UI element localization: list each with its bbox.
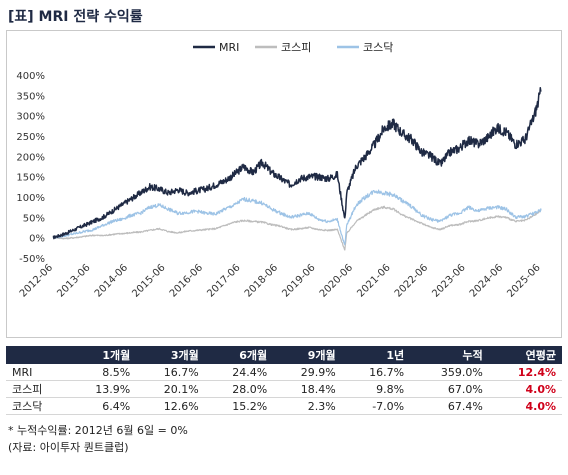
- header-cell: 6개월: [204, 346, 274, 364]
- x-tick-label: 2012-06: [18, 262, 55, 299]
- header-cell: 1년: [341, 346, 411, 364]
- y-tick-label: 300%: [16, 112, 45, 123]
- x-tick-label: 2016-06: [168, 262, 205, 299]
- table-cell-highlight: 4.0%: [488, 397, 562, 415]
- chart-frame: -50% 0% 50% 100% 150% 200% 250% 300% 350% 400% 201…: [6, 30, 562, 338]
- performance-table: 1개월 3개월 6개월 9개월 1년 누적 연평균 MRI 8.5% 16.7%…: [6, 346, 562, 415]
- table-cell: 16.7%: [136, 364, 205, 381]
- table-cell-highlight: 4.0%: [488, 380, 562, 398]
- header-cell: 누적: [410, 346, 489, 364]
- x-tick-label: 2021-06: [355, 262, 392, 299]
- x-tick-label: 2015-06: [130, 262, 167, 299]
- x-tick-label: 2018-06: [243, 262, 280, 299]
- table-cell: 28.0%: [204, 380, 274, 398]
- row-label: 코스닥: [6, 397, 68, 415]
- table-cell: -7.0%: [341, 397, 411, 415]
- legend-label: 코스닥: [363, 41, 393, 54]
- table-cell: 16.7%: [341, 364, 411, 381]
- x-tick-label: 2014-06: [93, 262, 130, 299]
- series-line: [52, 189, 542, 246]
- table-cell: 67.4%: [410, 397, 489, 415]
- x-tick-label: 2025-06: [505, 262, 542, 299]
- table-cell: 12.6%: [136, 397, 205, 415]
- header-cell: 연평균: [488, 346, 562, 364]
- x-tick-label: 2013-06: [55, 262, 92, 299]
- header-cell: 3개월: [136, 346, 205, 364]
- table-row: MRI 8.5% 16.7% 24.4% 29.9% 16.7% 359.0% …: [6, 364, 562, 381]
- y-tick-label: -50%: [19, 254, 45, 265]
- y-tick-label: 100%: [16, 193, 45, 204]
- y-tick-label: 400%: [16, 71, 45, 82]
- table-cell: 8.5%: [67, 364, 137, 381]
- table-cell: 6.4%: [67, 397, 137, 415]
- header-cell: [6, 346, 68, 364]
- line-chart: -50% 0% 50% 100% 150% 200% 250% 300% 350% 400% 201…: [16, 41, 542, 300]
- header-cell: 1개월: [67, 346, 137, 364]
- table-row: 코스닥 6.4% 12.6% 15.2% 2.3% -7.0% 67.4% 4.…: [6, 397, 562, 415]
- y-tick-label: 0%: [29, 234, 45, 245]
- x-tick-label: 2024-06: [468, 262, 505, 299]
- row-label: 코스피: [6, 380, 68, 398]
- x-tick-label: 2022-06: [393, 262, 430, 299]
- y-tick-label: 50%: [23, 213, 45, 224]
- table-header-row: 1개월 3개월 6개월 9개월 1년 누적 연평균: [6, 346, 562, 364]
- y-tick-label: 250%: [16, 132, 45, 143]
- table-cell: 13.9%: [67, 380, 137, 398]
- y-tick-label: 150%: [16, 173, 45, 184]
- legend-label: 코스피: [281, 41, 311, 54]
- y-tick-label: 350%: [16, 91, 45, 102]
- table-cell: 359.0%: [410, 364, 489, 381]
- table-cell: 18.4%: [273, 380, 342, 398]
- source-note: (자료: 아이투자 퀀트클럽): [8, 441, 129, 454]
- page-title: [표] MRI 전략 수익률: [8, 9, 143, 25]
- legend-label: MRI: [219, 41, 239, 54]
- series-line: [52, 205, 542, 251]
- table-cell: 15.2%: [204, 397, 274, 415]
- cumulative-note: * 누적수익률: 2012년 6월 6일 = 0%: [8, 424, 188, 437]
- x-tick-label: 2020-06: [318, 262, 355, 299]
- row-label: MRI: [6, 364, 68, 381]
- y-tick-label: 200%: [16, 152, 45, 163]
- table-row: 코스피 13.9% 20.1% 28.0% 18.4% 9.8% 67.0% 4…: [6, 380, 562, 398]
- table-cell-highlight: 12.4%: [488, 364, 562, 381]
- series-line: [52, 86, 542, 240]
- table-cell: 20.1%: [136, 380, 205, 398]
- table-cell: 29.9%: [273, 364, 342, 381]
- x-tick-label: 2023-06: [430, 262, 467, 299]
- x-tick-label: 2017-06: [205, 262, 242, 299]
- table-cell: 67.0%: [410, 380, 489, 398]
- table-cell: 9.8%: [341, 380, 411, 398]
- table-cell: 2.3%: [273, 397, 342, 415]
- x-tick-label: 2019-06: [280, 262, 317, 299]
- table-cell: 24.4%: [204, 364, 274, 381]
- header-cell: 9개월: [273, 346, 342, 364]
